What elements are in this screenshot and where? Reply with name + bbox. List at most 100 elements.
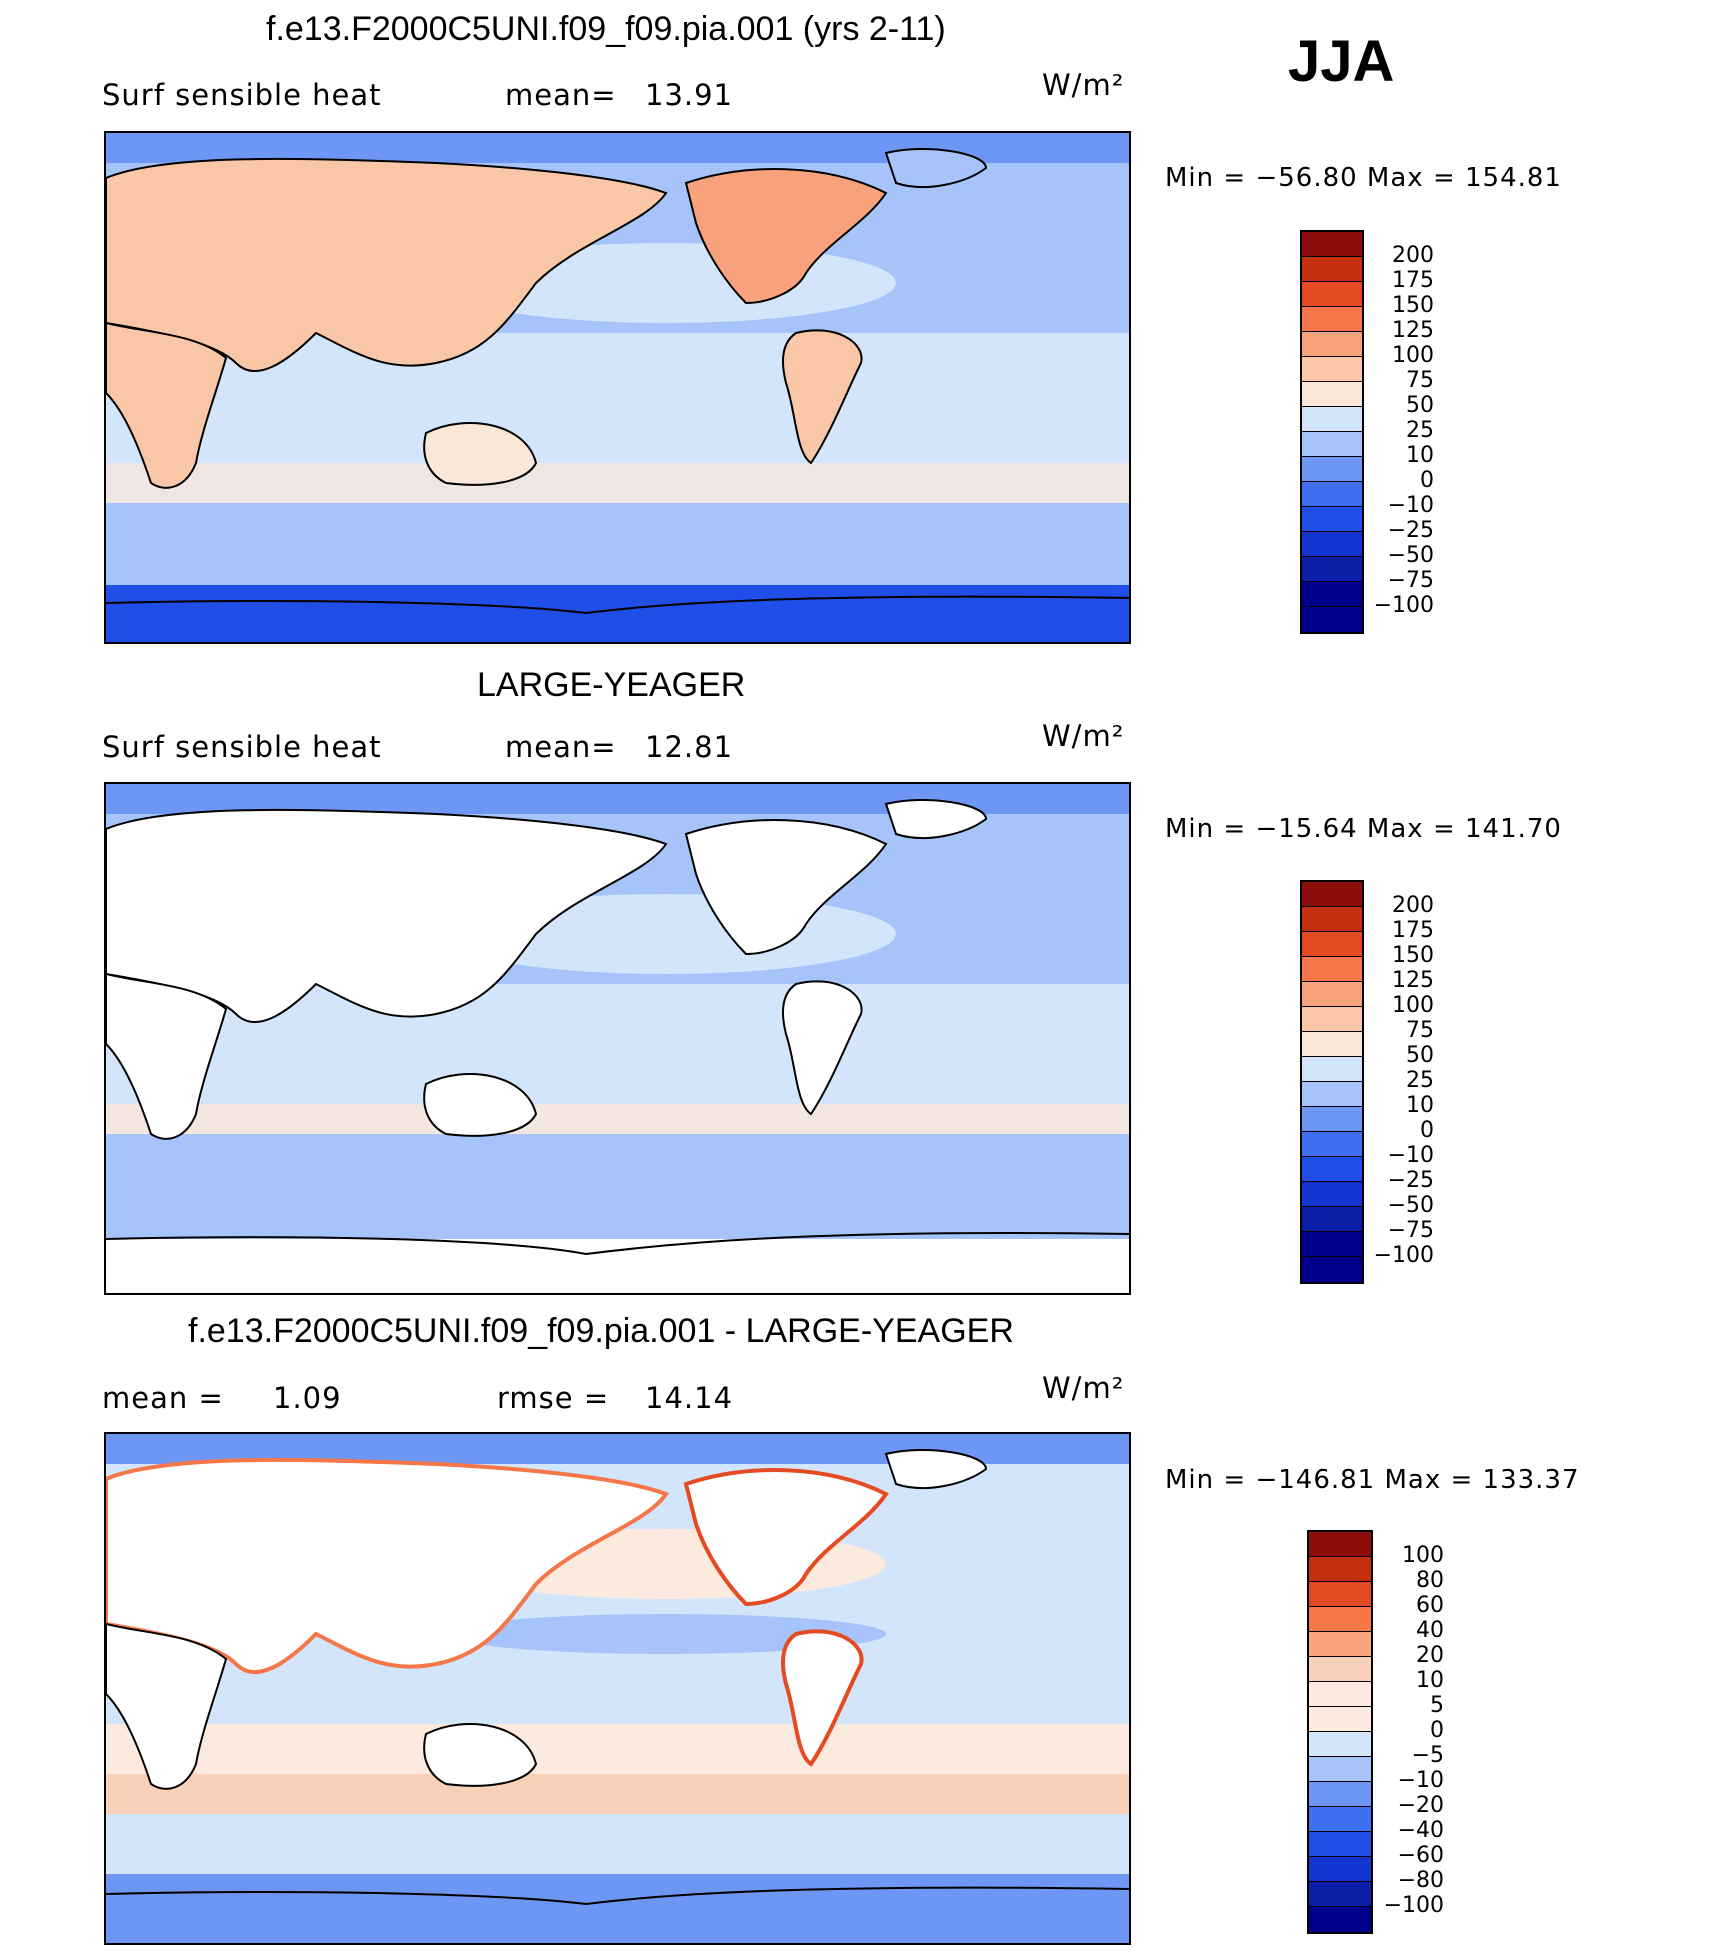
cbar-label: 10 bbox=[1406, 1093, 1434, 1118]
cbar-label: 0 bbox=[1420, 1118, 1434, 1143]
panel3-colorbar bbox=[1307, 1530, 1373, 1934]
cbar-bin bbox=[1302, 557, 1362, 582]
greenland-landmass bbox=[884, 798, 988, 840]
antarctica-coast bbox=[106, 595, 1129, 615]
panel3-map bbox=[104, 1432, 1131, 1945]
cbar-bin bbox=[1302, 232, 1362, 257]
cbar-bin bbox=[1302, 1057, 1362, 1082]
cbar-label: 5 bbox=[1430, 1693, 1444, 1718]
cbar-bin bbox=[1302, 907, 1362, 932]
southern-warm-band bbox=[106, 463, 1129, 503]
eurasia-landmass bbox=[106, 157, 668, 373]
cbar-label: 25 bbox=[1406, 1068, 1434, 1093]
south-america-landmass bbox=[782, 980, 863, 1116]
cbar-label: −75 bbox=[1387, 1218, 1434, 1243]
southern-strong-band bbox=[106, 1774, 1129, 1814]
cbar-bin bbox=[1309, 1532, 1371, 1557]
panel1-colorbar-labels: 200 175 150 125 100 75 50 25 10 0 −10 −2… bbox=[1368, 243, 1434, 618]
cbar-label: −100 bbox=[1373, 1243, 1434, 1268]
cbar-label: 100 bbox=[1392, 993, 1434, 1018]
cbar-label: 200 bbox=[1392, 893, 1434, 918]
cbar-bin bbox=[1302, 507, 1362, 532]
antarctic-band bbox=[106, 585, 1129, 642]
cbar-bin bbox=[1309, 1732, 1371, 1757]
cbar-label: −40 bbox=[1397, 1818, 1444, 1843]
australia-landmass bbox=[423, 1723, 538, 1787]
greenland-landmass bbox=[884, 1448, 988, 1490]
cbar-bin bbox=[1302, 457, 1362, 482]
panel1-mean-label: mean= bbox=[505, 78, 617, 112]
panel3-units: W/m² bbox=[1042, 1371, 1125, 1405]
cbar-label: 40 bbox=[1416, 1618, 1444, 1643]
cbar-bin bbox=[1302, 332, 1362, 357]
cbar-bin bbox=[1302, 957, 1362, 982]
africa-landmass bbox=[106, 321, 228, 489]
panel3-rmse-label: rmse = bbox=[497, 1381, 610, 1415]
cbar-bin bbox=[1302, 607, 1362, 632]
panel1-variable: Surf sensible heat bbox=[102, 78, 382, 112]
cbar-bin bbox=[1302, 282, 1362, 307]
cbar-label: 125 bbox=[1392, 318, 1434, 343]
cbar-label: −100 bbox=[1373, 593, 1434, 618]
cbar-bin bbox=[1309, 1632, 1371, 1657]
cbar-label: 150 bbox=[1392, 293, 1434, 318]
australia-landmass bbox=[423, 422, 538, 486]
panel1-map-svg bbox=[106, 133, 1129, 642]
cbar-bin bbox=[1302, 1182, 1362, 1207]
cbar-label: −20 bbox=[1397, 1793, 1444, 1818]
cbar-label: −10 bbox=[1387, 493, 1434, 518]
panel2-variable: Surf sensible heat bbox=[102, 730, 382, 764]
cbar-bin bbox=[1309, 1782, 1371, 1807]
cbar-bin bbox=[1302, 257, 1362, 282]
cbar-bin bbox=[1309, 1857, 1371, 1882]
cbar-label: 125 bbox=[1392, 968, 1434, 993]
cbar-bin bbox=[1302, 1157, 1362, 1182]
cbar-bin bbox=[1302, 932, 1362, 957]
north-america-landmass bbox=[684, 168, 888, 305]
south-america-landmass bbox=[782, 329, 863, 465]
cbar-label: 0 bbox=[1430, 1718, 1444, 1743]
cbar-bin bbox=[1302, 1132, 1362, 1157]
cbar-label: −10 bbox=[1397, 1768, 1444, 1793]
cbar-bin bbox=[1302, 982, 1362, 1007]
panel2-colorbar bbox=[1300, 880, 1364, 1284]
southern-warm-band bbox=[106, 1104, 1129, 1134]
panel2-mean-label: mean= bbox=[505, 730, 617, 764]
antarctica-coast bbox=[106, 1232, 1129, 1256]
panel1-units: W/m² bbox=[1042, 68, 1125, 102]
panel3-mean-value: 1.09 bbox=[273, 1381, 342, 1415]
antarctic-band bbox=[106, 1874, 1129, 1943]
panel3-colorbar-labels: 100 80 60 40 20 10 5 0 −5 −10 −20 −40 −6… bbox=[1378, 1543, 1444, 1918]
cbar-label: 25 bbox=[1406, 418, 1434, 443]
panel2-map bbox=[104, 782, 1131, 1295]
cbar-label: 20 bbox=[1416, 1643, 1444, 1668]
panel3-title: f.e13.F2000C5UNI.f09_f09.pia.001 - LARGE… bbox=[188, 1312, 1014, 1350]
cbar-label: 10 bbox=[1406, 443, 1434, 468]
cbar-bin bbox=[1302, 1257, 1362, 1282]
cbar-label: −80 bbox=[1397, 1868, 1444, 1893]
cbar-label: 75 bbox=[1406, 368, 1434, 393]
cbar-bin bbox=[1302, 382, 1362, 407]
panel1-minmax: Min = −56.80 Max = 154.81 bbox=[1165, 163, 1562, 193]
cbar-bin bbox=[1302, 582, 1362, 607]
panel3-map-svg bbox=[106, 1434, 1129, 1943]
panel3-minmax: Min = −146.81 Max = 133.37 bbox=[1165, 1465, 1580, 1495]
cbar-label: −75 bbox=[1387, 568, 1434, 593]
panel1-map bbox=[104, 131, 1131, 644]
tropical-cool-patch bbox=[446, 1614, 886, 1654]
cbar-label: 100 bbox=[1392, 343, 1434, 368]
eurasia-landmass bbox=[106, 1457, 670, 1675]
cbar-bin bbox=[1309, 1582, 1371, 1607]
cbar-bin bbox=[1309, 1907, 1371, 1932]
cbar-label: −50 bbox=[1387, 1193, 1434, 1218]
cbar-label: 50 bbox=[1406, 1043, 1434, 1068]
cbar-bin bbox=[1309, 1882, 1371, 1907]
cbar-bin bbox=[1309, 1757, 1371, 1782]
north-america-landmass bbox=[683, 1468, 889, 1607]
cbar-label: −25 bbox=[1387, 518, 1434, 543]
cbar-label: 75 bbox=[1406, 1018, 1434, 1043]
cbar-label: −60 bbox=[1397, 1843, 1444, 1868]
cbar-label: 100 bbox=[1402, 1543, 1444, 1568]
cbar-bin bbox=[1302, 432, 1362, 457]
cbar-bin bbox=[1302, 882, 1362, 907]
